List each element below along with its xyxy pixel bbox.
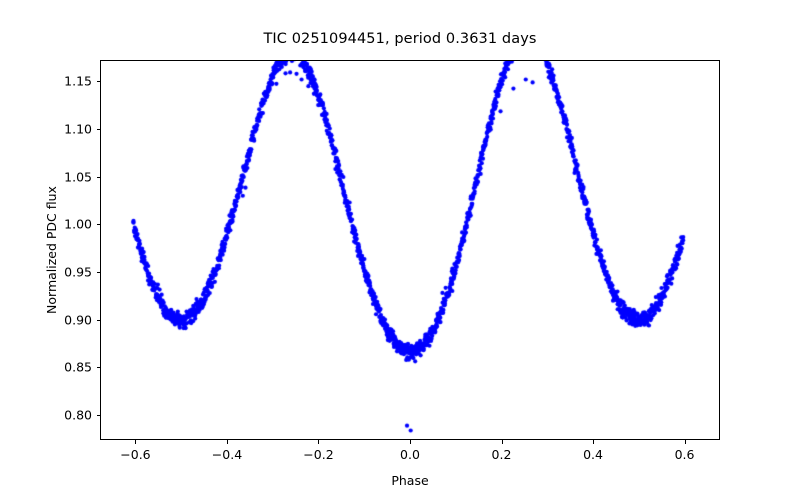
x-tick-mark bbox=[501, 440, 503, 444]
x-tick-label: 0.6 bbox=[674, 447, 695, 462]
scatter-plot-points bbox=[101, 61, 719, 439]
x-tick-label: 0.2 bbox=[491, 447, 512, 462]
y-tick-label: 1.05 bbox=[64, 169, 92, 185]
x-tick-label: 0.4 bbox=[583, 447, 603, 462]
y-tick-mark bbox=[96, 81, 100, 83]
y-tick-label: 1.15 bbox=[64, 73, 92, 89]
y-tick-mark bbox=[96, 224, 100, 226]
y-tick-label: 1.00 bbox=[64, 216, 92, 232]
y-tick-mark bbox=[96, 414, 100, 416]
y-tick-label: 0.85 bbox=[64, 359, 92, 375]
page-title: TIC 0251094451, period 0.3631 days bbox=[263, 31, 537, 47]
y-tick-mark bbox=[96, 367, 100, 369]
y-axis-label: Normalized PDC flux bbox=[44, 186, 59, 314]
y-tick-mark bbox=[96, 271, 100, 273]
x-axis-label: Phase bbox=[391, 473, 429, 488]
y-tick-mark bbox=[96, 129, 100, 131]
y-tick-label: 0.80 bbox=[64, 407, 92, 423]
y-tick-label: 0.90 bbox=[64, 312, 92, 328]
x-tick-mark bbox=[593, 440, 595, 444]
x-tick-label: −0.6 bbox=[120, 447, 151, 462]
x-tick-label: −0.4 bbox=[211, 447, 243, 462]
x-tick-label: −0.2 bbox=[303, 447, 334, 462]
x-tick-mark bbox=[135, 440, 137, 444]
y-tick-mark bbox=[96, 176, 100, 178]
x-tick-mark bbox=[684, 440, 686, 444]
plot-axes bbox=[100, 60, 720, 440]
y-tick-label: 1.10 bbox=[64, 121, 92, 137]
y-tick-label: 0.95 bbox=[64, 264, 92, 280]
x-tick-label: 0.0 bbox=[400, 447, 420, 462]
y-tick-mark bbox=[96, 319, 100, 321]
x-tick-mark bbox=[410, 440, 411, 444]
x-tick-mark bbox=[318, 440, 320, 444]
x-tick-mark bbox=[226, 440, 228, 444]
